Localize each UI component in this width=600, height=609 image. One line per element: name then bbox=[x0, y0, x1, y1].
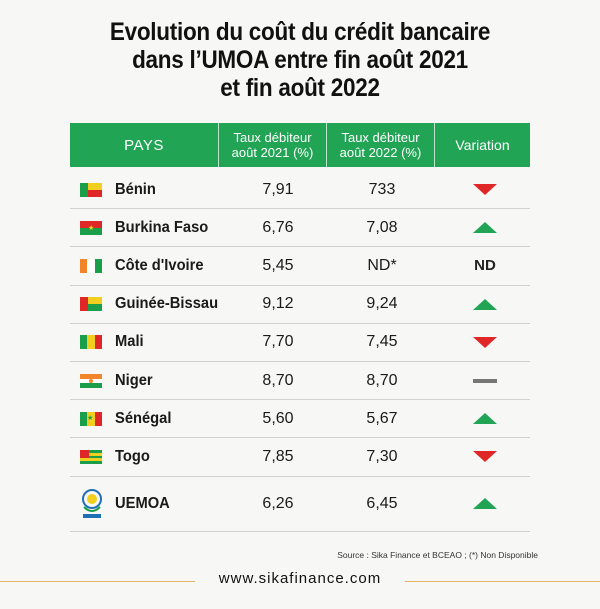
flag-icon bbox=[80, 449, 102, 464]
variation-text: ND bbox=[440, 256, 530, 276]
country-name: Sénégal bbox=[115, 409, 172, 427]
variation-down-icon bbox=[440, 447, 530, 467]
variation-up-icon bbox=[440, 218, 530, 238]
rate-2022: 7,08 bbox=[366, 218, 398, 236]
title-line-1: Evolution du coût du crédit bancaire bbox=[109, 18, 491, 46]
rate-2022: 7,45 bbox=[366, 333, 398, 351]
country-name: Guinée-Bissau bbox=[115, 295, 219, 313]
header-taux-2021: Taux débiteur août 2021 (%) bbox=[218, 123, 326, 167]
rate-2022: 7,30 bbox=[366, 447, 398, 465]
variation-nd-label: ND bbox=[474, 257, 496, 275]
rate-2022: 9,24 bbox=[366, 295, 398, 313]
variation-up-icon bbox=[440, 494, 530, 514]
table-row: ★ Burkina Faso 6,76 7,08 bbox=[70, 209, 530, 248]
country-name: Bénin bbox=[115, 180, 156, 198]
rate-2021: 5,60 bbox=[262, 409, 294, 427]
uemoa-logo-icon bbox=[78, 487, 106, 521]
country-name: Burkina Faso bbox=[115, 218, 209, 236]
country-name: UEMOA bbox=[115, 494, 170, 512]
triangle-down-icon bbox=[473, 336, 497, 348]
header-pays: PAYS bbox=[124, 136, 164, 154]
country-name: Mali bbox=[115, 333, 144, 351]
variation-down-icon bbox=[440, 180, 530, 200]
title-line-2: dans l’UMOA entre fin août 2021 bbox=[132, 46, 468, 74]
website-label: www.sikafinance.com bbox=[195, 570, 405, 587]
country-name: Niger bbox=[115, 371, 153, 389]
table-row: ★ Sénégal 5,60 5,67 bbox=[70, 400, 530, 439]
rate-2022: 5,67 bbox=[366, 409, 398, 427]
table-row: Mali 7,70 7,45 bbox=[70, 324, 530, 362]
rate-2021: 7,91 bbox=[262, 180, 294, 198]
table-row: UEMOA 6,26 6,45 bbox=[70, 477, 530, 532]
dash-icon bbox=[473, 378, 497, 383]
country-name: Côte d'Ivoire bbox=[115, 256, 204, 274]
triangle-up-icon bbox=[473, 498, 497, 509]
rate-2021: 5,45 bbox=[262, 256, 294, 274]
table-body: Bénin 7,91 733 ★ Burkina Faso 6,76 7,08 Côte d'… bbox=[70, 171, 530, 532]
header-taux-2022-line1: Taux débiteur bbox=[341, 130, 420, 145]
rate-2021: 6,76 bbox=[262, 218, 294, 236]
flag-icon: ★ bbox=[80, 411, 102, 426]
table-row: Côte d'Ivoire 5,45 ND* ND bbox=[70, 247, 530, 286]
header-variation: Variation bbox=[434, 123, 530, 167]
flag-icon bbox=[80, 373, 102, 388]
table-row: Guinée-Bissau 9,12 9,24 bbox=[70, 286, 530, 324]
rate-2021: 8,70 bbox=[262, 371, 294, 389]
table-row: Niger 8,70 8,70 bbox=[70, 362, 530, 401]
flag-icon bbox=[80, 335, 102, 350]
header-taux-2022: Taux débiteur août 2022 (%) bbox=[326, 123, 434, 167]
source-note: Source : Sika Finance et BCEAO ; (*) Non… bbox=[337, 550, 538, 560]
rate-2021: 7,70 bbox=[262, 333, 294, 351]
title-line-3: et fin août 2022 bbox=[220, 74, 380, 102]
rate-2021: 9,12 bbox=[262, 295, 294, 313]
variation-down-icon bbox=[440, 332, 530, 352]
triangle-down-icon bbox=[473, 184, 497, 196]
table-header: PAYS Taux débiteur août 2021 (%) Taux dé… bbox=[70, 123, 530, 167]
rate-2021: 7,85 bbox=[262, 447, 294, 465]
triangle-down-icon bbox=[473, 451, 497, 463]
header-taux-2022-line2: août 2022 (%) bbox=[339, 145, 422, 160]
table-row: Togo 7,85 7,30 bbox=[70, 438, 530, 477]
triangle-up-icon bbox=[473, 222, 497, 234]
triangle-up-icon bbox=[473, 413, 497, 425]
rate-2022: 8,70 bbox=[366, 371, 398, 389]
country-name: Togo bbox=[115, 447, 150, 465]
variation-up-icon bbox=[440, 409, 530, 429]
rate-2021: 6,26 bbox=[262, 494, 294, 512]
rate-2022: 6,45 bbox=[366, 494, 398, 512]
table-row: Bénin 7,91 733 bbox=[70, 171, 530, 210]
flag-icon bbox=[80, 258, 102, 273]
rate-2022: 733 bbox=[368, 180, 396, 198]
flag-icon bbox=[80, 182, 102, 197]
variation-up-icon bbox=[440, 294, 530, 314]
flag-icon: ★ bbox=[80, 220, 102, 235]
header-taux-2021-line1: Taux débiteur bbox=[233, 130, 312, 145]
chart-title: Evolution du coût du crédit bancaire dan… bbox=[0, 18, 600, 102]
flag-icon bbox=[80, 297, 102, 312]
variation-flat-icon bbox=[440, 371, 530, 391]
rate-2022: ND* bbox=[367, 256, 397, 274]
triangle-up-icon bbox=[473, 298, 497, 310]
header-taux-2021-line2: août 2021 (%) bbox=[231, 145, 314, 160]
